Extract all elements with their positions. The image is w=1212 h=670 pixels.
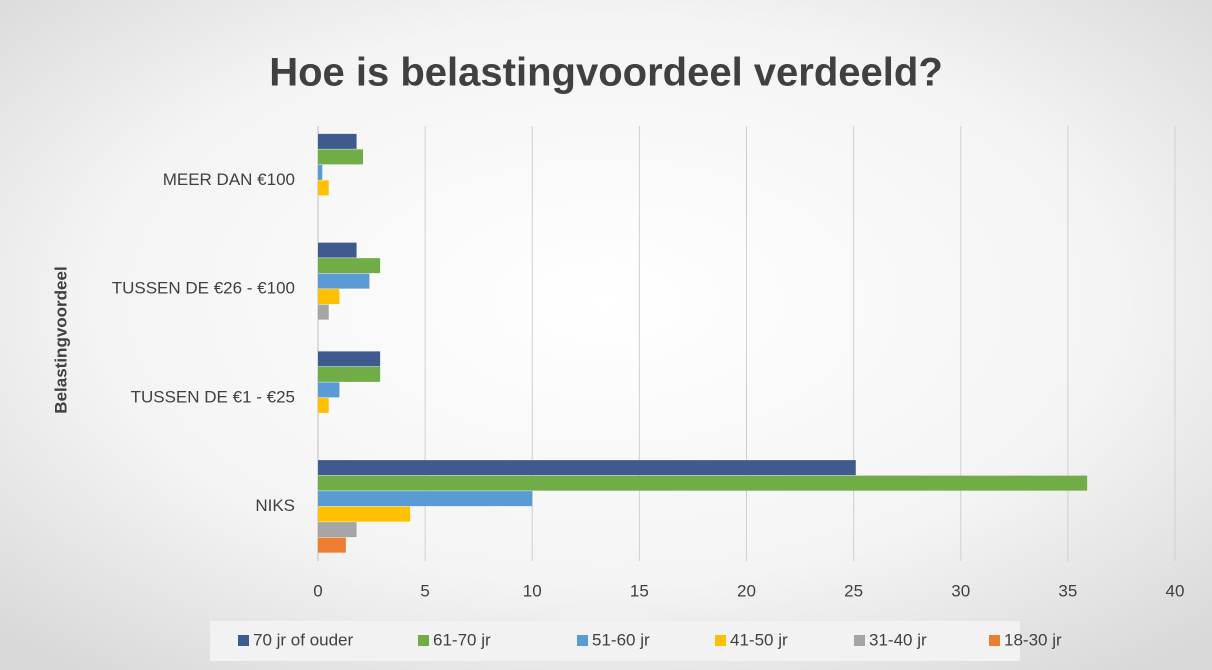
y-tick-label: TUSSEN DE €1 - €25 <box>131 387 295 406</box>
x-tick-label: 40 <box>1166 581 1185 600</box>
legend-label: 18-30 jr <box>1004 630 1062 649</box>
bar <box>318 351 381 367</box>
bar <box>318 164 323 180</box>
bar <box>318 289 340 305</box>
bar <box>318 475 1088 491</box>
legend-label: 31-40 jr <box>869 630 927 649</box>
x-tick-label: 30 <box>951 581 970 600</box>
bar <box>318 180 329 196</box>
y-tick-label: MEER DAN €100 <box>163 170 295 189</box>
x-tick-label: 10 <box>523 581 542 600</box>
bar <box>318 133 357 149</box>
bar <box>318 460 856 476</box>
legend-swatch <box>238 635 249 646</box>
y-tick-label: NIKS <box>255 496 295 515</box>
x-tick-label: 5 <box>420 581 429 600</box>
x-tick-label: 0 <box>313 581 322 600</box>
bar <box>318 149 363 165</box>
legend-swatch <box>418 635 429 646</box>
bar <box>318 366 381 382</box>
x-tick-label: 20 <box>737 581 756 600</box>
x-tick-label: 15 <box>630 581 649 600</box>
bar <box>318 537 346 553</box>
legend-swatch <box>854 635 865 646</box>
bar <box>318 382 340 398</box>
bar <box>318 506 411 522</box>
legend-label: 61-70 jr <box>433 630 491 649</box>
bar <box>318 522 357 538</box>
bar <box>318 273 370 289</box>
legend-label: 51-60 jr <box>592 630 650 649</box>
bar <box>318 397 329 413</box>
bar <box>318 258 381 274</box>
y-axis-title: Belastingvoordeel <box>51 266 70 413</box>
chart-title: Hoe is belastingvoordeel verdeeld? <box>269 51 943 95</box>
legend-label: 41-50 jr <box>730 630 788 649</box>
x-tick-label: 35 <box>1058 581 1077 600</box>
bar <box>318 242 357 258</box>
legend-box <box>210 621 1020 661</box>
bar <box>318 304 329 320</box>
legend-label: 70 jr of ouder <box>253 630 354 649</box>
y-tick-label: TUSSEN DE €26 - €100 <box>112 279 295 298</box>
legend-swatch <box>715 635 726 646</box>
x-tick-label: 25 <box>844 581 863 600</box>
legend-swatch <box>577 635 588 646</box>
legend-swatch <box>989 635 1000 646</box>
bar <box>318 491 533 507</box>
